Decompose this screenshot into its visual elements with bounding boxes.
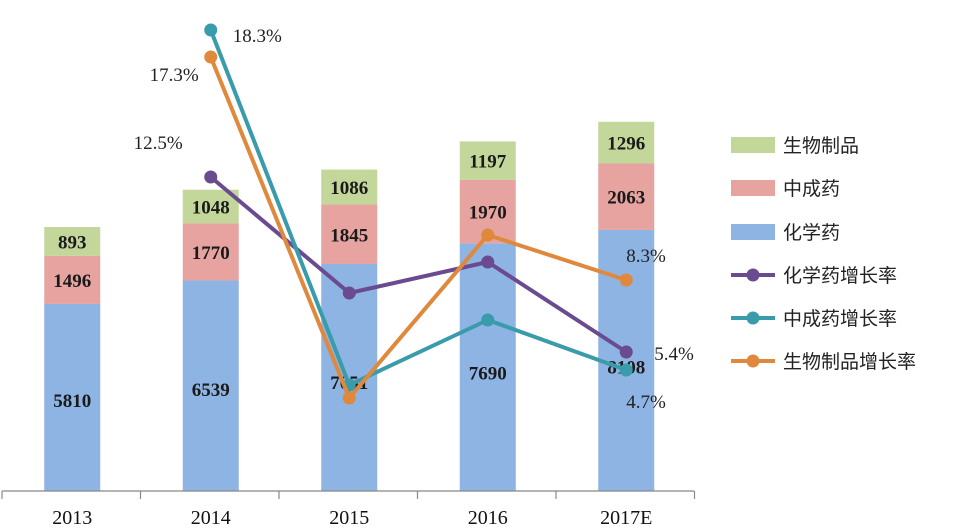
growth-label: 18.3%	[233, 26, 282, 47]
growth-label: 4.7%	[626, 392, 666, 413]
x-tick-label: 2016	[468, 507, 508, 529]
bar-segment	[598, 163, 655, 230]
growth-point	[619, 345, 633, 359]
bar-segment	[182, 189, 239, 224]
legend-swatch	[731, 180, 775, 196]
bar-value-label: 1770	[192, 243, 230, 264]
bar-value-label: 2063	[607, 188, 645, 209]
bar-value-label: 1970	[469, 203, 507, 224]
legend-label: 中成药	[783, 178, 840, 200]
growth-point	[204, 170, 218, 184]
growth-point	[204, 23, 218, 37]
growth-point	[481, 228, 495, 242]
growth-line	[208, 56, 627, 400]
x-axis: 2013 2014 2015 2016 2017E	[1, 490, 696, 529]
bar-value-label: 1086	[330, 178, 368, 199]
growth-label: 8.3%	[626, 246, 666, 267]
x-tick-label: 2014	[191, 507, 231, 529]
lines-layer: 12.5% 5.4% 18.3% 4.7% 17.3% 8.3%	[134, 23, 694, 413]
growth-point	[342, 391, 356, 405]
growth-point	[481, 313, 495, 327]
growth-point	[342, 286, 356, 300]
legend-marker	[746, 311, 760, 325]
legend-label: 生物制品	[783, 135, 859, 157]
legend-swatch	[731, 224, 775, 240]
legend-marker	[746, 354, 760, 368]
bar-value-label: 893	[58, 232, 87, 253]
bar-segment	[182, 223, 239, 281]
growth-point	[619, 363, 633, 377]
bar-segment	[459, 141, 516, 180]
bar-value-label: 5810	[53, 391, 91, 412]
growth-label: 12.5%	[134, 133, 183, 154]
bar-value-label: 6539	[192, 380, 230, 401]
bar-value-label: 1296	[607, 134, 645, 155]
bar-segment	[321, 169, 378, 205]
legend-label: 化学药	[783, 222, 840, 244]
legend-label: 中成药增长率	[783, 308, 897, 330]
bar-segment	[44, 226, 101, 256]
x-tick-label: 2017E	[600, 507, 652, 529]
bar-segment	[459, 243, 516, 491]
growth-line	[209, 175, 628, 354]
x-tick-label: 2013	[52, 507, 92, 529]
bar-value-label: 1048	[192, 198, 230, 219]
bar-segment	[321, 204, 378, 264]
legend-marker	[746, 268, 760, 282]
bar-segment	[598, 121, 655, 164]
growth-line	[208, 29, 627, 387]
bar-value-label: 1496	[53, 271, 91, 292]
growth-label: 5.4%	[654, 344, 694, 365]
bar-value-label: 1197	[469, 152, 506, 173]
legend-label: 化学药增长率	[783, 265, 897, 287]
legend-label: 生物制品增长率	[783, 351, 916, 373]
x-tick-label: 2015	[329, 507, 369, 529]
growth-point	[619, 273, 633, 287]
bar-value-label: 7690	[469, 364, 507, 385]
bar-segment	[182, 280, 239, 491]
bar-segment	[44, 255, 101, 304]
growth-label: 17.3%	[150, 65, 199, 86]
bar-segment	[44, 303, 101, 491]
growth-point	[481, 255, 495, 269]
growth-point	[204, 50, 218, 64]
legend-swatch	[731, 137, 775, 153]
bars-layer: 5810149689365391770104870511845108676901…	[44, 121, 655, 491]
bar-value-label: 1845	[330, 225, 368, 246]
